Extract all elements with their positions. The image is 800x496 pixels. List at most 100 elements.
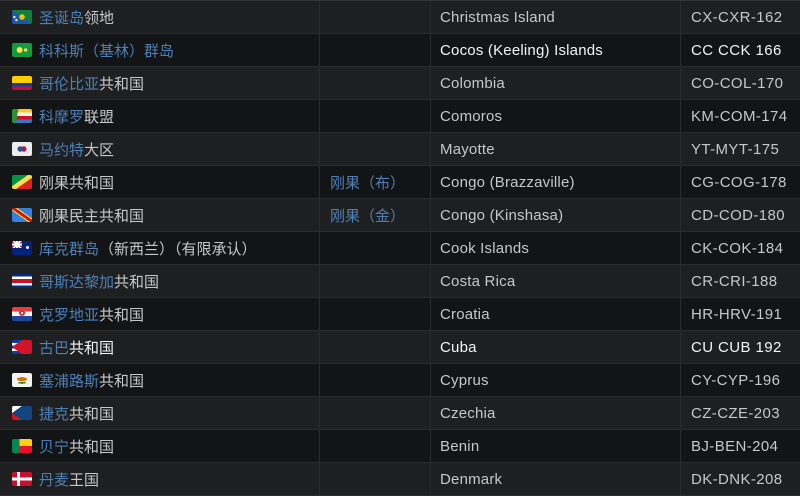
flag-costa-rica-icon <box>12 274 32 288</box>
country-link[interactable]: 克罗地亚 <box>39 306 100 324</box>
country-name-cell: 哥伦比亚 共和国 <box>0 67 320 99</box>
country-name-cell: 贝宁 共和国 <box>0 430 320 462</box>
country-english-name: Czechia <box>431 397 681 429</box>
country-alias-cell <box>320 331 431 363</box>
table-row: 科摩罗 联盟 Comoros KM-COM-174 <box>0 100 800 133</box>
country-name-cell: 科科斯（基林）群岛 <box>0 34 320 66</box>
country-name-cell: 克罗地亚 共和国 <box>0 298 320 330</box>
country-name-suffix: 共和国 <box>99 75 145 93</box>
country-iso-code: CY-CYP-196 <box>691 371 781 389</box>
country-english-name: Benin <box>431 430 681 462</box>
country-english-name: Cyprus <box>431 364 681 396</box>
table-row: 圣诞岛 领地 Christmas Island CX-CXR-162 <box>0 1 800 34</box>
flag-mayotte-icon <box>12 142 32 156</box>
country-alias-cell: 刚果（金） <box>320 199 431 231</box>
flag-cyprus-icon <box>12 373 32 387</box>
country-english-name: Congo (Kinshasa) <box>431 199 681 231</box>
country-name-cell: 塞浦路斯 共和国 <box>0 364 320 396</box>
country-english-name: Colombia <box>431 67 681 99</box>
table-row: 贝宁 共和国 Benin BJ-BEN-204 <box>0 430 800 463</box>
flag-congo-brazzaville-icon <box>12 175 32 189</box>
country-english-name: Croatia <box>431 298 681 330</box>
country-iso-code: CX-CXR-162 <box>691 8 783 26</box>
country-name-suffix: 王国 <box>69 471 100 489</box>
country-alias-cell <box>320 364 431 396</box>
country-name-suffix: 联盟 <box>84 108 115 126</box>
country-alias-cell <box>320 34 431 66</box>
country-link[interactable]: 科摩罗 <box>39 108 85 126</box>
country-name-suffix: 共和国 <box>114 273 160 291</box>
table-row: 马约特 大区 Mayotte YT-MYT-175 <box>0 133 800 166</box>
flag-comoros-icon <box>12 109 32 123</box>
country-alias-cell <box>320 265 431 297</box>
country-alias-cell: 刚果（布） <box>320 166 431 198</box>
country-iso-code: DK-DNK-208 <box>691 470 783 488</box>
country-link[interactable]: 马约特 <box>39 141 85 159</box>
country-alias-cell <box>320 232 431 264</box>
country-name-cell: 古巴 共和国 <box>0 331 320 363</box>
flag-cook-islands-icon <box>12 241 32 255</box>
country-name-suffix: （新西兰）（有限承认） <box>99 240 257 258</box>
flag-christmas-island-icon <box>12 10 32 24</box>
country-english-name: Mayotte <box>431 133 681 165</box>
table-row: 古巴 共和国 Cuba CU CUB 192 <box>0 331 800 364</box>
country-alias-link[interactable]: 刚果（金） <box>330 207 406 225</box>
country-iso-code: CU CUB 192 <box>691 338 782 356</box>
country-english-name: Cocos (Keeling) Islands <box>431 34 681 66</box>
country-name-cell: 丹麦 王国 <box>0 463 320 495</box>
country-link[interactable]: 科科斯（基林）群岛 <box>39 42 175 60</box>
country-name-suffix: 领地 <box>84 9 115 27</box>
country-alias-cell <box>320 67 431 99</box>
country-english-name: Cook Islands <box>431 232 681 264</box>
country-english-name: Comoros <box>431 100 681 132</box>
table-row: 刚果共和国 刚果（布） Congo (Brazzaville) CG-COG-1… <box>0 166 800 199</box>
country-name-suffix: 共和国 <box>99 306 145 324</box>
table-row: 科科斯（基林）群岛 Cocos (Keeling) Islands CC CCK… <box>0 34 800 67</box>
flag-cuba-icon <box>12 340 32 354</box>
country-alias-cell <box>320 133 431 165</box>
country-name-suffix: 刚果民主共和国 <box>39 207 145 225</box>
country-alias-cell <box>320 430 431 462</box>
country-alias-cell <box>320 298 431 330</box>
flag-czechia-icon <box>12 406 32 420</box>
country-iso-code: CZ-CZE-203 <box>691 404 781 422</box>
country-name-suffix: 大区 <box>84 141 115 159</box>
country-link[interactable]: 哥伦比亚 <box>39 75 100 93</box>
country-alias-link[interactable]: 刚果（布） <box>330 174 406 192</box>
country-name-suffix: 共和国 <box>99 372 145 390</box>
table-row: 捷克 共和国 Czechia CZ-CZE-203 <box>0 397 800 430</box>
country-link[interactable]: 丹麦 <box>39 471 70 489</box>
country-name-cell: 刚果民主共和国 <box>0 199 320 231</box>
country-link[interactable]: 圣诞岛 <box>39 9 85 27</box>
country-iso-code: CD-COD-180 <box>691 206 786 224</box>
country-link[interactable]: 贝宁 <box>39 438 70 456</box>
country-link[interactable]: 古巴 <box>39 339 70 357</box>
table-row: 刚果民主共和国 刚果（金） Congo (Kinshasa) CD-COD-18… <box>0 199 800 232</box>
flag-congo-kinshasa-icon <box>12 208 32 222</box>
country-iso-code: KM-COM-174 <box>691 107 788 125</box>
country-name-cell: 库克群岛 （新西兰）（有限承认） <box>0 232 320 264</box>
country-name-suffix: 共和国 <box>69 339 115 357</box>
country-alias-cell <box>320 1 431 33</box>
flag-benin-icon <box>12 439 32 453</box>
country-name-suffix: 共和国 <box>69 438 115 456</box>
country-name-cell: 刚果共和国 <box>0 166 320 198</box>
country-english-name: Congo (Brazzaville) <box>431 166 681 198</box>
country-link[interactable]: 哥斯达黎加 <box>39 273 115 291</box>
country-iso-code: YT-MYT-175 <box>691 140 780 158</box>
country-link[interactable]: 捷克 <box>39 405 70 423</box>
country-name-cell: 马约特 大区 <box>0 133 320 165</box>
country-name-cell: 科摩罗 联盟 <box>0 100 320 132</box>
country-name-suffix: 刚果共和国 <box>39 174 115 192</box>
country-alias-cell <box>320 463 431 495</box>
table-row: 丹麦 王国 Denmark DK-DNK-208 <box>0 463 800 496</box>
table-row: 克罗地亚 共和国 Croatia HR-HRV-191 <box>0 298 800 331</box>
country-iso-code: CR-CRI-188 <box>691 272 778 290</box>
country-link[interactable]: 库克群岛 <box>39 240 100 258</box>
flag-croatia-icon <box>12 307 32 321</box>
country-link[interactable]: 塞浦路斯 <box>39 372 100 390</box>
country-iso-code: CK-COK-184 <box>691 239 784 257</box>
country-iso-code: CO-COL-170 <box>691 74 784 92</box>
country-iso-code: HR-HRV-191 <box>691 305 783 323</box>
